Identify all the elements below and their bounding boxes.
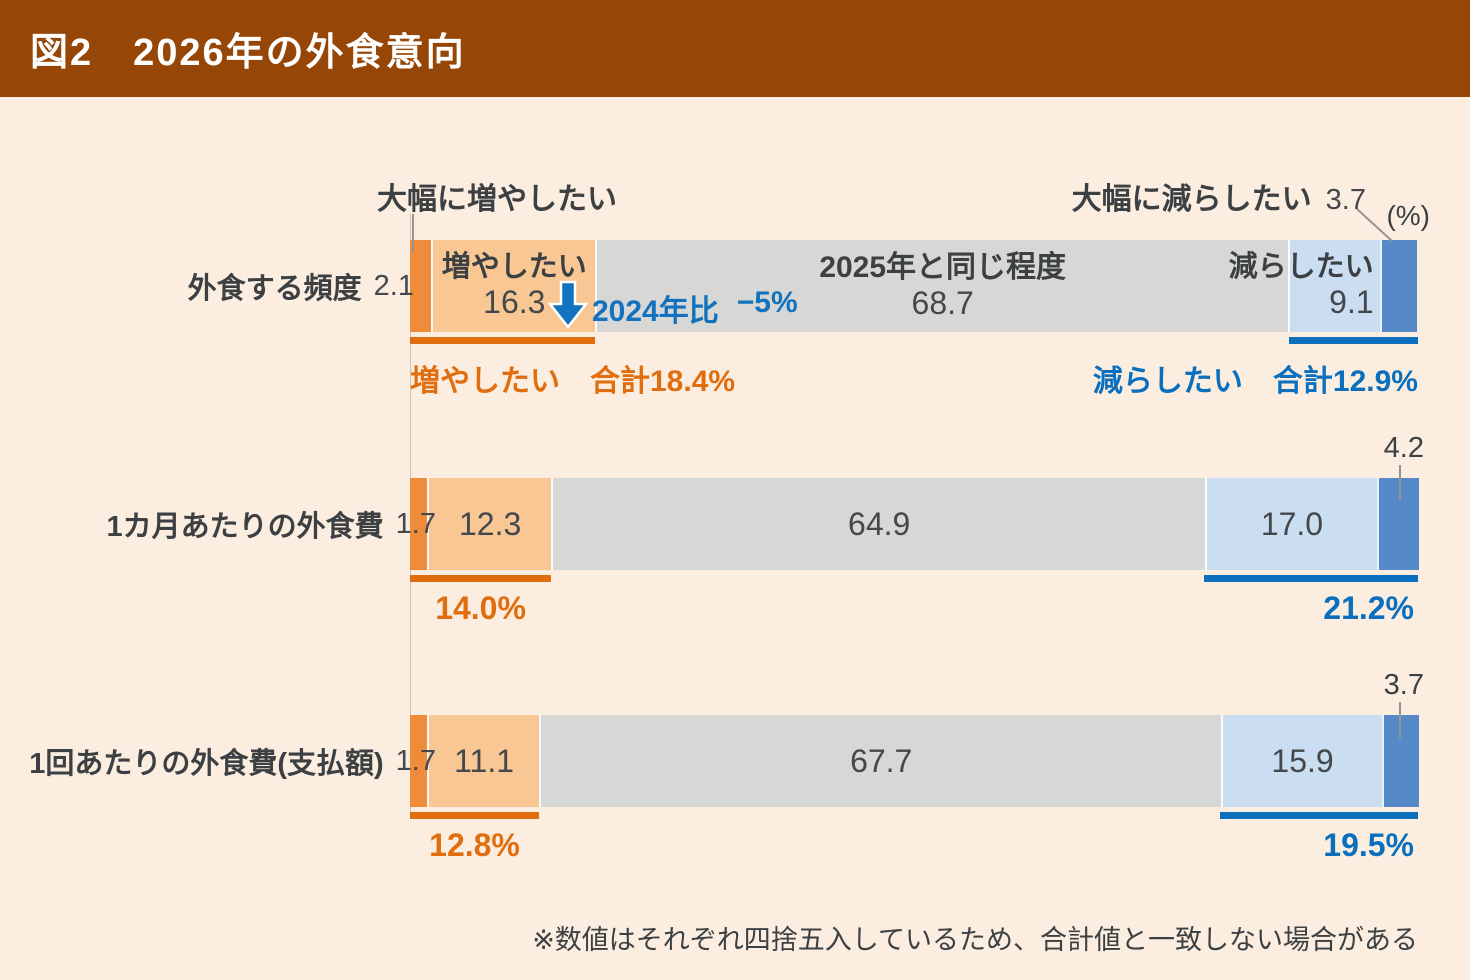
header: 図2 2026年の外食意向 — [0, 0, 1470, 97]
category-label: 外食する頻度 — [187, 273, 362, 305]
bar-segment-5 — [1379, 240, 1417, 332]
bar-segment-4: 減らしたい 9.1 — [1229, 240, 1380, 332]
bar-segment-4: 17.0 — [1205, 478, 1377, 570]
segment-name: 減らしたい — [1228, 251, 1374, 284]
stacked-bar: 12.3 64.9 17.0 — [410, 478, 1419, 570]
segment-value: 16.3 — [483, 284, 546, 321]
stacked-bar: 増やしたい 16.3 2025年と同じ程度 68.7 減らしたい 9.1 — [410, 240, 1418, 332]
increase-total: 増やしたい 合計18.4% — [410, 365, 736, 398]
decrease-underline — [1220, 812, 1418, 819]
leader-line-decrease-much — [1399, 702, 1401, 738]
segment-value-increase-much: 1.7 — [395, 744, 436, 777]
bar-segment-2: 12.3 — [427, 478, 552, 570]
increase-underline — [410, 812, 540, 819]
stacked-bar: 11.1 67.7 15.9 — [410, 715, 1419, 807]
segment-value: 11.1 — [454, 742, 515, 779]
bar-segment-3: 64.9 — [551, 478, 1206, 570]
decrease-total: 19.5% — [1323, 827, 1414, 863]
segment-name: 増やしたい — [441, 251, 587, 284]
increase-underline — [410, 575, 552, 582]
increase-total: 12.8% — [429, 827, 520, 863]
segment-value: 9.1 — [1329, 284, 1374, 321]
down-arrow-icon — [548, 280, 588, 330]
segment-label: 減らしたい 9.1 — [1229, 251, 1374, 321]
footnote: ※数値はそれぞれ四捨五入しているため、合計値と一致しない場合がある — [532, 925, 1418, 955]
leader-line-decrease-much — [1356, 208, 1393, 242]
comparison-label: 2024年比 — [592, 295, 719, 328]
segment-value: 68.7 — [911, 284, 974, 321]
segment-value-increase-much: 1.7 — [395, 507, 436, 540]
bar-segment-5 — [1376, 478, 1419, 570]
segment-value: 15.9 — [1271, 742, 1334, 779]
percent-unit-label: (%) — [1386, 200, 1430, 231]
increase-underline — [410, 337, 596, 344]
category-row-label: 1カ月あたりの外食費 1.7 — [107, 478, 436, 570]
category-label: 1回あたりの外食費(支払額) — [29, 748, 384, 780]
top-value-decrease-much: 4.2 — [1383, 432, 1424, 464]
bar-segment-3: 67.7 — [539, 715, 1222, 807]
decrease-total: 減らしたい 合計12.9% — [1092, 365, 1418, 398]
bar-segment-2: 11.1 — [427, 715, 539, 807]
decrease-underline — [1288, 337, 1418, 344]
segment-value: 12.3 — [458, 505, 522, 542]
page-title: 図2 2026年の外食意向 — [30, 32, 466, 74]
segment-value: 17.0 — [1260, 505, 1324, 542]
segment-label: 増やしたい 16.3 — [442, 251, 587, 321]
callout-decrease-much-label: 大幅に減らしたい — [1071, 183, 1312, 216]
callout-decrease-much: 大幅に減らしたい 3.7 — [1072, 174, 1366, 218]
leader-line-decrease-much — [1399, 465, 1401, 501]
top-value-decrease-much: 3.7 — [1383, 669, 1424, 701]
category-row-label: 外食する頻度 2.1 — [188, 240, 414, 332]
segment-name: 2025年と同じ程度 — [819, 250, 1067, 284]
decrease-underline — [1204, 575, 1418, 582]
increase-total: 14.0% — [435, 590, 526, 626]
category-label: 1カ月あたりの外食費 — [106, 511, 384, 543]
comparison-note: 2024年比 −5% — [592, 286, 798, 330]
bar-segment-1 — [410, 715, 428, 807]
comparison-value: −5% — [736, 286, 798, 319]
segment-value: 64.9 — [848, 505, 911, 542]
segment-value: 67.7 — [850, 742, 913, 779]
callout-decrease-much-value: 3.7 — [1325, 184, 1366, 216]
bar-segment-1 — [410, 240, 432, 332]
bar-segment-3: 2025年と同じ程度 68.7 — [595, 240, 1288, 332]
segment-label: 2025年と同じ程度 68.7 — [819, 251, 1066, 322]
segment-value-increase-much: 2.1 — [373, 269, 414, 302]
decrease-total: 21.2% — [1323, 590, 1414, 626]
leader-line-increase-much — [412, 214, 414, 252]
bar-segment-1 — [410, 478, 428, 570]
bar-segment-4: 15.9 — [1221, 715, 1382, 807]
callout-increase-much: 大幅に増やしたい — [377, 183, 617, 216]
category-row-label: 1回あたりの外食費(支払額) 1.7 — [29, 715, 436, 807]
